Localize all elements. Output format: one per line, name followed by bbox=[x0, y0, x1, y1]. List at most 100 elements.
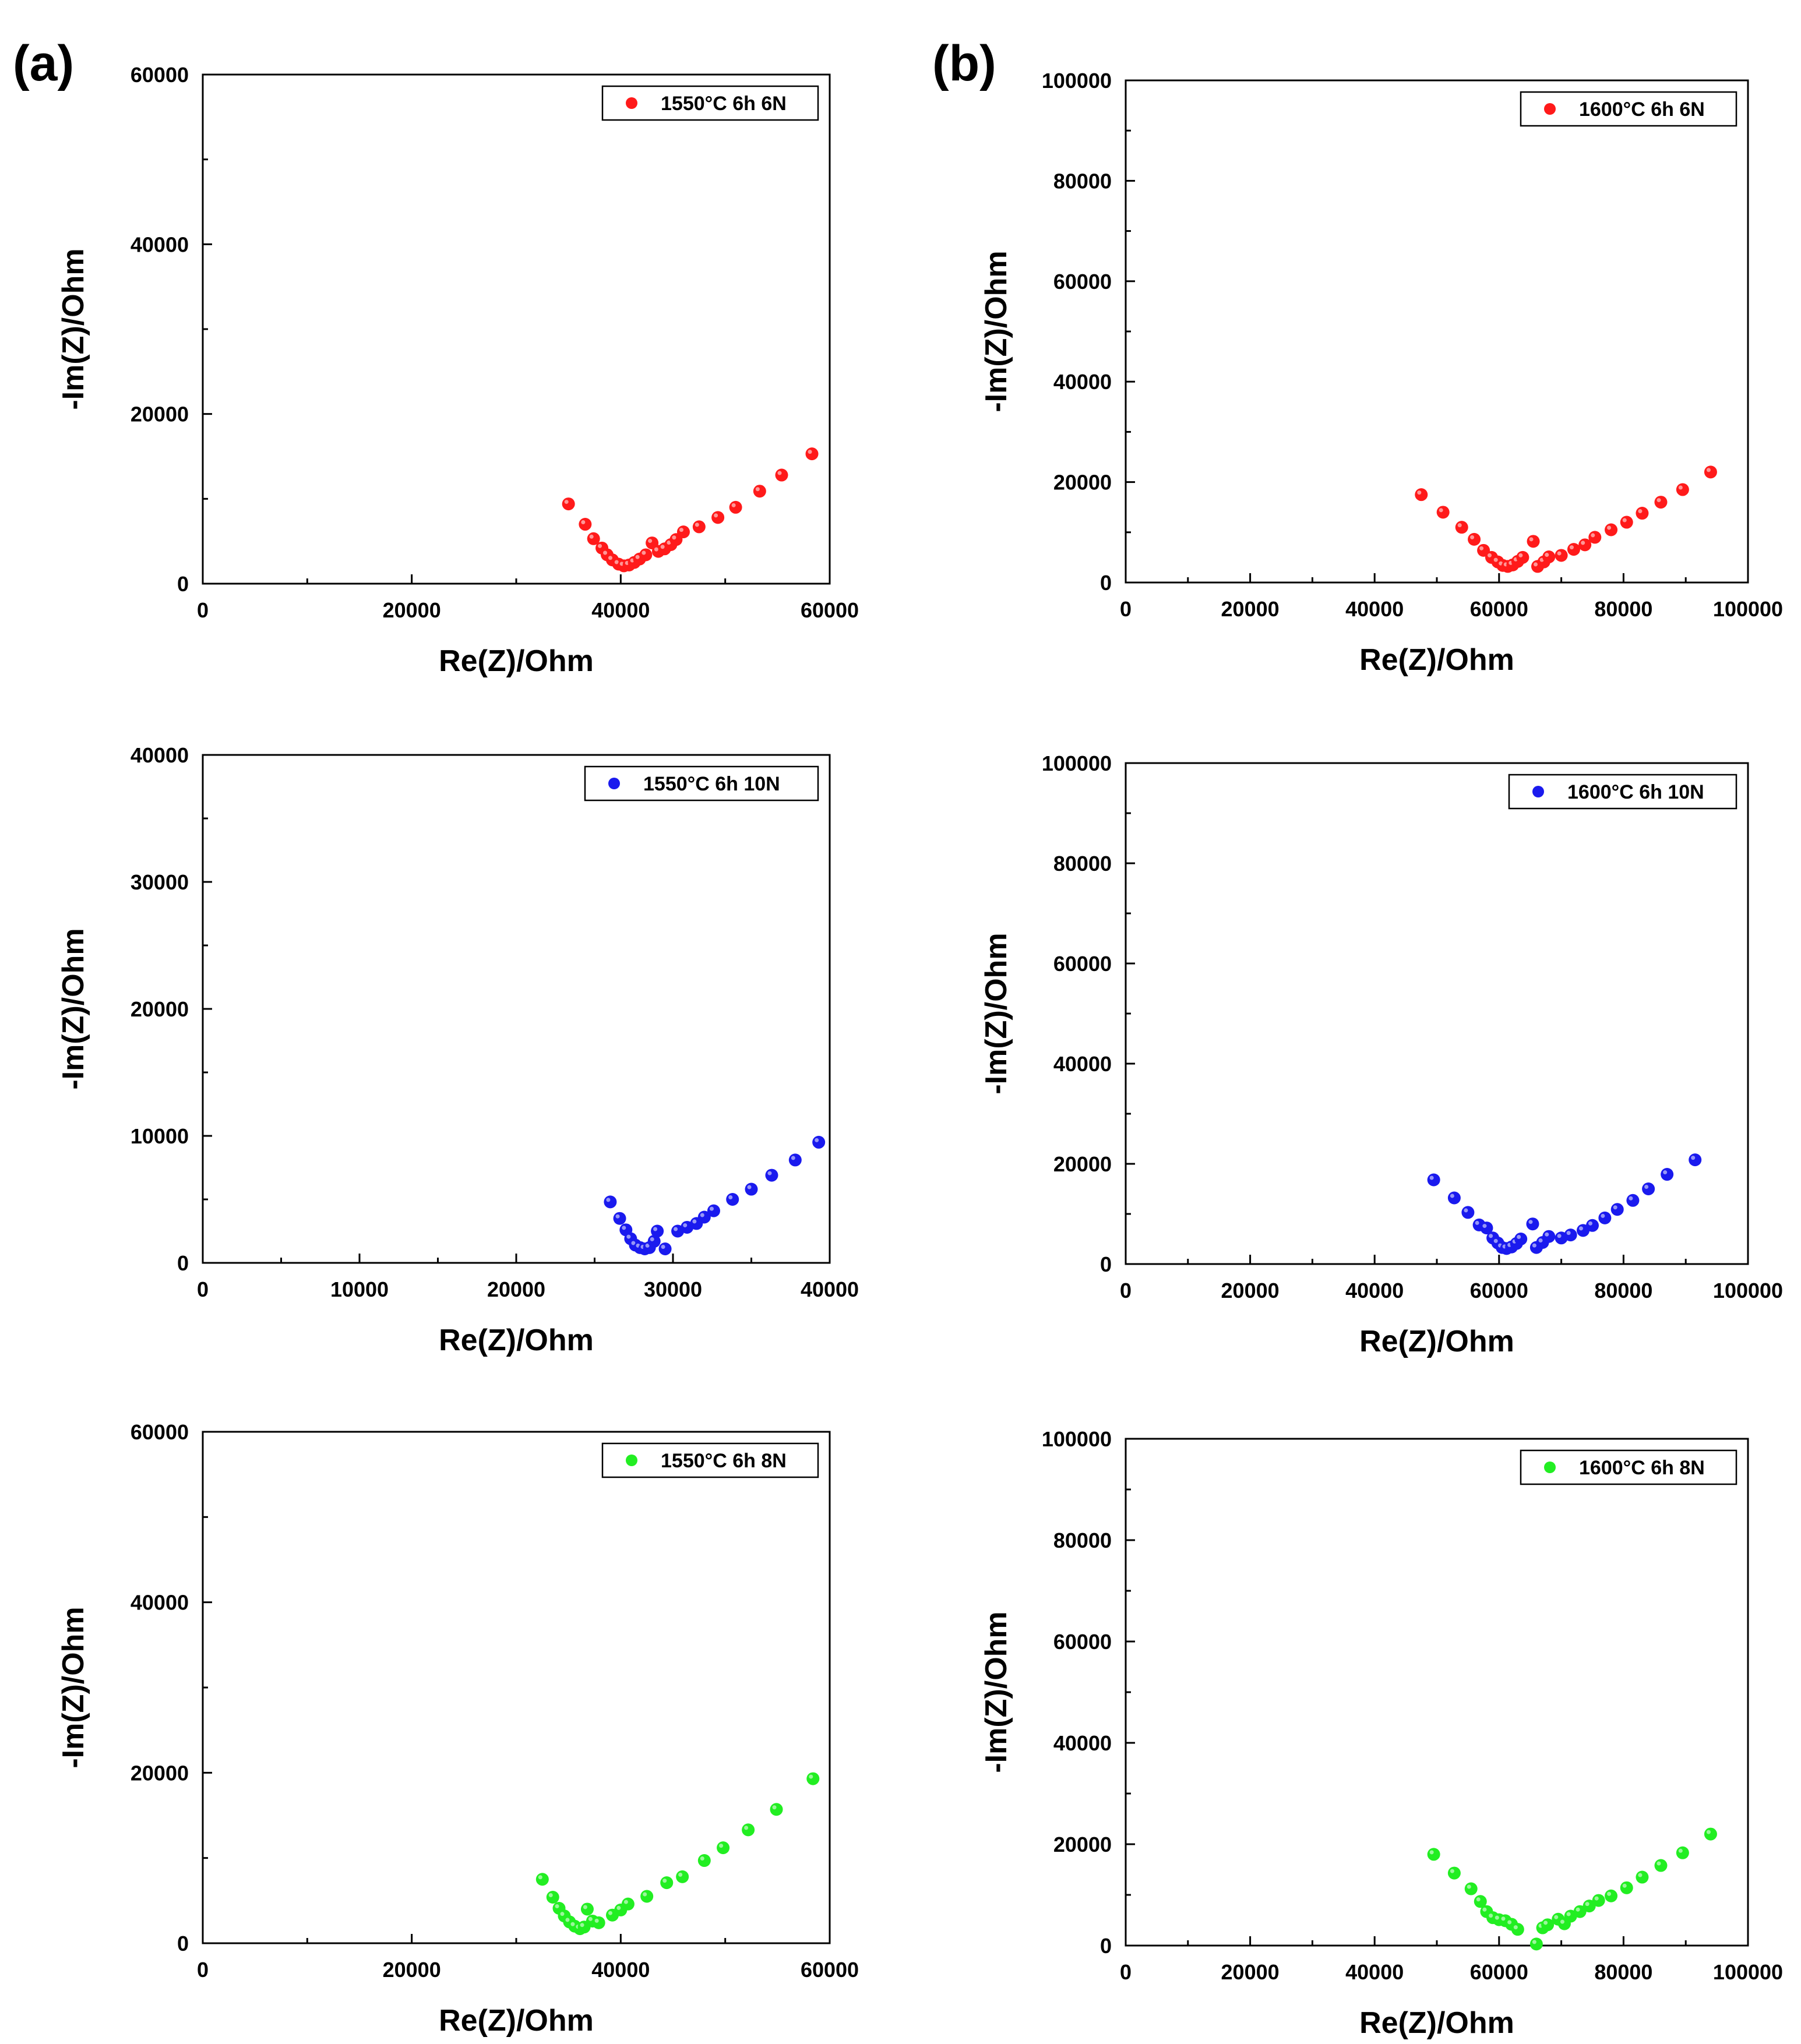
legend-marker bbox=[1544, 1461, 1556, 1473]
y-tick-label: 60000 bbox=[131, 63, 189, 87]
data-point-highlight bbox=[777, 471, 782, 475]
chart-panel-4: 0 20000 40000 60000 80000 100000 0 20000 40000 60… bbox=[979, 751, 1783, 1358]
data-point bbox=[660, 1876, 674, 1890]
data-point bbox=[1676, 483, 1689, 496]
data-point bbox=[1464, 1882, 1478, 1895]
data-point-highlight bbox=[570, 1922, 575, 1926]
chart-panel-2: 0 20000 40000 60000 80000 100000 0 20000 40000 60… bbox=[979, 69, 1783, 677]
data-point bbox=[658, 1242, 672, 1256]
data-point-highlight bbox=[622, 1226, 626, 1230]
data-point-highlight bbox=[606, 1198, 611, 1202]
data-point-highlight bbox=[1613, 1205, 1617, 1210]
data-point-highlight bbox=[809, 1774, 813, 1779]
data-point-highlight bbox=[650, 1237, 654, 1241]
data-point-highlight bbox=[615, 1214, 620, 1219]
data-point-highlight bbox=[583, 1905, 587, 1909]
data-point bbox=[729, 500, 742, 514]
data-point-highlight bbox=[1450, 1869, 1454, 1873]
data-point bbox=[697, 1854, 711, 1868]
legend-label: 1600°C 6h 6N bbox=[1579, 98, 1705, 121]
data-point-highlight bbox=[1657, 1861, 1661, 1866]
series-points bbox=[1427, 1153, 1702, 1255]
x-tick-label: 100000 bbox=[1713, 597, 1783, 621]
x-tick-label: 60000 bbox=[801, 598, 859, 622]
y-tick-label: 20000 bbox=[1053, 471, 1112, 495]
x-axis-title: Re(Z)/Ohm bbox=[1359, 643, 1514, 677]
data-point-highlight bbox=[538, 1875, 542, 1880]
data-point-highlight bbox=[594, 1918, 599, 1923]
data-point bbox=[1654, 1859, 1668, 1872]
data-point bbox=[651, 1224, 664, 1238]
y-tick-label: 60000 bbox=[1053, 1630, 1112, 1654]
x-tick-label: 0 bbox=[197, 598, 209, 622]
data-point bbox=[812, 1135, 826, 1149]
data-point bbox=[1636, 507, 1649, 520]
y-tick-label: 0 bbox=[1100, 571, 1112, 595]
data-point bbox=[1542, 1230, 1556, 1243]
x-axis-title: Re(Z)/Ohm bbox=[439, 1323, 594, 1357]
data-point bbox=[1447, 1191, 1461, 1205]
data-point-highlight bbox=[1429, 1850, 1434, 1855]
x-tick-label: 0 bbox=[1120, 597, 1132, 621]
data-point-highlight bbox=[1678, 1848, 1683, 1853]
data-point-highlight bbox=[1532, 1940, 1536, 1944]
data-point bbox=[805, 447, 819, 461]
data-point bbox=[1636, 1870, 1649, 1884]
data-point-highlight bbox=[1638, 509, 1643, 514]
data-point bbox=[1527, 535, 1540, 548]
data-point bbox=[1620, 1881, 1633, 1894]
data-point bbox=[579, 518, 592, 531]
data-point bbox=[1704, 1827, 1717, 1841]
data-point bbox=[770, 1803, 783, 1816]
series-points bbox=[1415, 465, 1717, 573]
x-tick-label: 60000 bbox=[1470, 1960, 1528, 1984]
data-point-highlight bbox=[1601, 1213, 1605, 1218]
x-tick-label: 60000 bbox=[1470, 597, 1528, 621]
y-tick-label: 20000 bbox=[131, 403, 189, 426]
data-point-highlight bbox=[589, 534, 594, 539]
data-point-highlight bbox=[565, 1918, 570, 1922]
x-tick-label: 30000 bbox=[644, 1277, 702, 1301]
data-point-highlight bbox=[564, 500, 569, 504]
data-point-highlight bbox=[635, 555, 640, 559]
data-point-highlight bbox=[614, 560, 619, 564]
data-point-highlight bbox=[581, 520, 586, 525]
data-point-highlight bbox=[672, 535, 676, 540]
data-point-highlight bbox=[645, 1243, 650, 1248]
data-point-highlight bbox=[667, 540, 671, 545]
series-points bbox=[604, 1135, 826, 1256]
data-point bbox=[1461, 1206, 1475, 1219]
data-point-highlight bbox=[678, 1872, 683, 1877]
x-tick-label: 0 bbox=[1120, 1279, 1132, 1302]
data-point-highlight bbox=[1538, 1238, 1543, 1243]
data-point-highlight bbox=[1528, 1220, 1533, 1224]
data-point-highlight bbox=[695, 523, 699, 527]
y-tick-label: 20000 bbox=[1053, 1833, 1112, 1856]
data-point bbox=[1529, 1937, 1543, 1951]
y-tick-label: 40000 bbox=[131, 743, 189, 767]
data-point bbox=[1588, 531, 1602, 544]
data-point-highlight bbox=[555, 1904, 559, 1909]
data-point-highlight bbox=[642, 550, 646, 555]
data-point-highlight bbox=[1557, 551, 1562, 556]
data-point-highlight bbox=[1513, 1925, 1518, 1930]
data-point-highlight bbox=[626, 1234, 631, 1239]
data-point bbox=[1605, 1889, 1618, 1902]
data-point-highlight bbox=[1439, 508, 1443, 513]
data-point-highlight bbox=[808, 450, 812, 454]
data-point-highlight bbox=[1591, 533, 1595, 538]
x-axis-title: Re(Z)/Ohm bbox=[439, 2004, 594, 2038]
data-point bbox=[1468, 532, 1481, 546]
data-point bbox=[1620, 516, 1633, 529]
data-point bbox=[1586, 1219, 1599, 1232]
data-point bbox=[1626, 1194, 1640, 1207]
x-tick-label: 60000 bbox=[801, 1958, 859, 1982]
data-point-highlight bbox=[1482, 1907, 1487, 1912]
y-tick-label: 0 bbox=[177, 1932, 189, 1955]
data-point-highlight bbox=[643, 1892, 647, 1897]
data-point bbox=[1427, 1173, 1440, 1187]
data-point bbox=[1592, 1894, 1605, 1907]
data-point-highlight bbox=[1607, 1891, 1612, 1896]
y-tick-label: 100000 bbox=[1042, 1427, 1112, 1451]
data-point-highlight bbox=[588, 1916, 593, 1921]
